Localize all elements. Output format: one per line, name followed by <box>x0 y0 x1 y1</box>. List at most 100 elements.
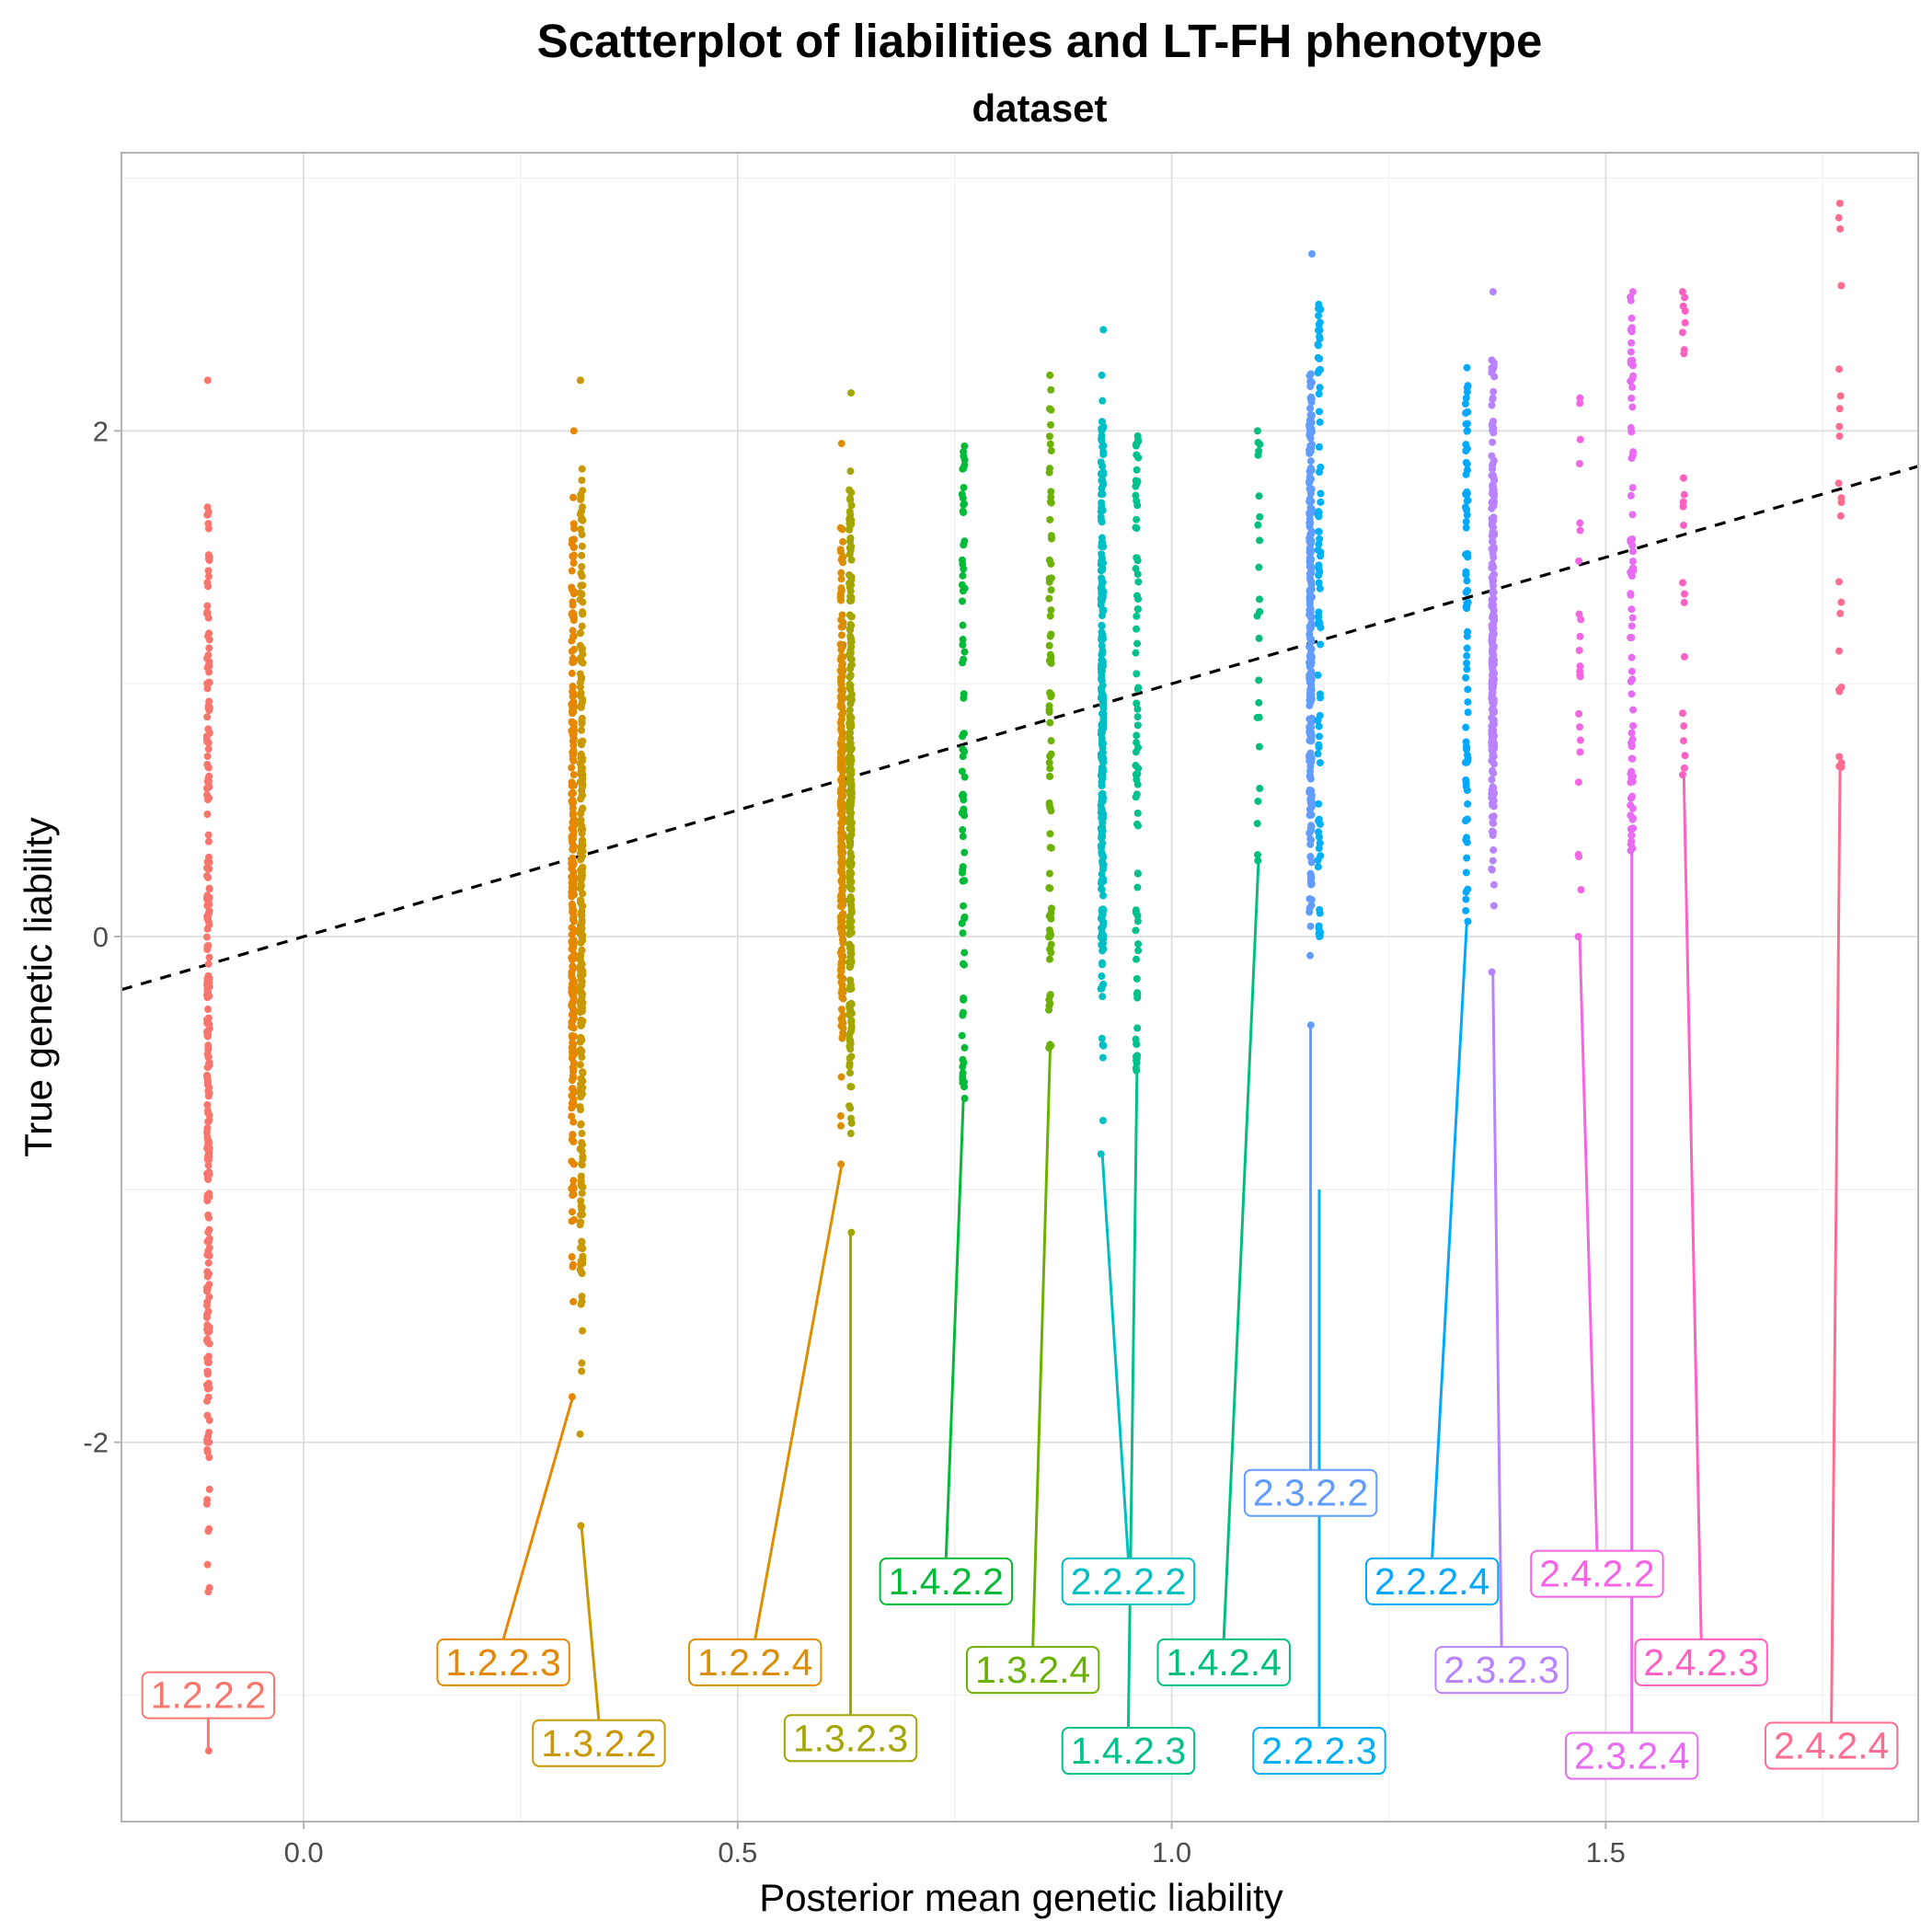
data-point <box>1627 296 1635 305</box>
data-point <box>1134 578 1143 586</box>
series-1-2-2-2 <box>202 376 213 1755</box>
data-point <box>838 819 846 827</box>
data-point <box>1046 772 1054 780</box>
data-point <box>1628 844 1637 852</box>
data-point <box>203 1560 212 1569</box>
series-2-3-2-4 <box>1627 288 1638 855</box>
data-point <box>846 664 855 673</box>
data-point <box>578 1189 586 1197</box>
data-point <box>577 1037 585 1045</box>
data-point <box>1461 503 1469 512</box>
data-point <box>847 1052 856 1061</box>
data-point <box>959 833 967 841</box>
data-point <box>1133 809 1142 817</box>
data-point <box>1306 383 1315 391</box>
data-point <box>1046 371 1054 379</box>
data-point <box>846 814 855 822</box>
data-point <box>847 542 856 550</box>
data-point <box>205 1485 213 1493</box>
data-point <box>203 1101 212 1110</box>
data-point <box>1463 644 1471 652</box>
data-point <box>959 753 967 761</box>
data-point <box>1463 745 1471 753</box>
data-point <box>569 645 578 653</box>
data-point <box>1316 365 1324 374</box>
data-point <box>569 1160 578 1168</box>
data-point <box>1255 713 1263 721</box>
data-point <box>1489 695 1498 703</box>
data-point <box>1306 951 1315 960</box>
label-text: 1.3.2.2 <box>541 1722 656 1765</box>
data-point <box>837 847 845 856</box>
data-point <box>203 1156 212 1164</box>
data-point <box>576 899 584 907</box>
data-point <box>837 794 845 802</box>
data-point <box>1489 533 1497 541</box>
series-1-4-2-4 <box>1253 427 1264 865</box>
data-point <box>1628 558 1637 566</box>
data-point <box>1627 339 1636 347</box>
series-1-4-2-2 <box>958 442 969 1102</box>
data-point <box>838 958 846 966</box>
data-point <box>837 1017 845 1025</box>
label-text: 2.3.2.4 <box>1574 1735 1689 1777</box>
data-point <box>846 1114 855 1122</box>
data-point <box>568 873 576 881</box>
data-point <box>204 918 213 926</box>
data-point <box>1254 438 1262 446</box>
data-point <box>1098 798 1106 806</box>
label-box <box>1530 1549 1664 1598</box>
data-point <box>838 740 846 748</box>
data-point <box>847 1000 856 1008</box>
data-point <box>1576 526 1584 535</box>
data-point <box>845 834 854 842</box>
data-point <box>960 455 969 464</box>
data-point <box>1835 405 1844 413</box>
data-point <box>1046 992 1054 1000</box>
label-connector <box>1491 972 1503 1648</box>
data-point <box>1305 574 1314 582</box>
data-point <box>1098 818 1107 826</box>
data-point <box>1098 729 1106 737</box>
data-point <box>1305 485 1314 493</box>
data-point <box>1098 397 1107 405</box>
data-point <box>1255 698 1263 707</box>
data-point <box>846 942 855 950</box>
data-point <box>569 558 578 567</box>
data-point <box>568 1393 576 1401</box>
data-point <box>578 764 586 772</box>
points-layer <box>202 199 1846 1755</box>
data-point <box>204 1307 213 1316</box>
data-point <box>1463 838 1471 846</box>
data-point <box>1627 314 1636 322</box>
data-point <box>1317 640 1325 649</box>
data-point <box>578 465 586 473</box>
data-point <box>205 1083 213 1091</box>
data-point <box>204 960 213 968</box>
data-point <box>960 914 969 923</box>
label-segment-layer <box>206 766 1842 1752</box>
data-point <box>1047 630 1055 638</box>
data-point <box>1489 880 1498 889</box>
point-label-1-4-2-2: 1.4.2.2 <box>879 1557 1013 1605</box>
data-point <box>1133 705 1142 713</box>
data-point <box>568 1104 576 1112</box>
data-point <box>1835 647 1844 655</box>
data-point <box>577 750 585 758</box>
label-text: 1.2.2.3 <box>445 1641 560 1684</box>
data-point <box>204 572 213 581</box>
data-point <box>1098 667 1107 675</box>
data-point <box>1316 318 1324 327</box>
data-point <box>1464 496 1472 504</box>
data-point <box>845 773 854 781</box>
data-point <box>1489 857 1497 865</box>
data-point <box>845 673 854 682</box>
data-point <box>1462 570 1470 579</box>
data-point <box>579 581 587 590</box>
data-point <box>578 572 586 581</box>
data-point <box>838 555 846 563</box>
data-point <box>1464 799 1472 808</box>
data-point <box>1462 816 1470 824</box>
label-box <box>141 1671 276 1719</box>
data-point <box>1098 839 1107 847</box>
